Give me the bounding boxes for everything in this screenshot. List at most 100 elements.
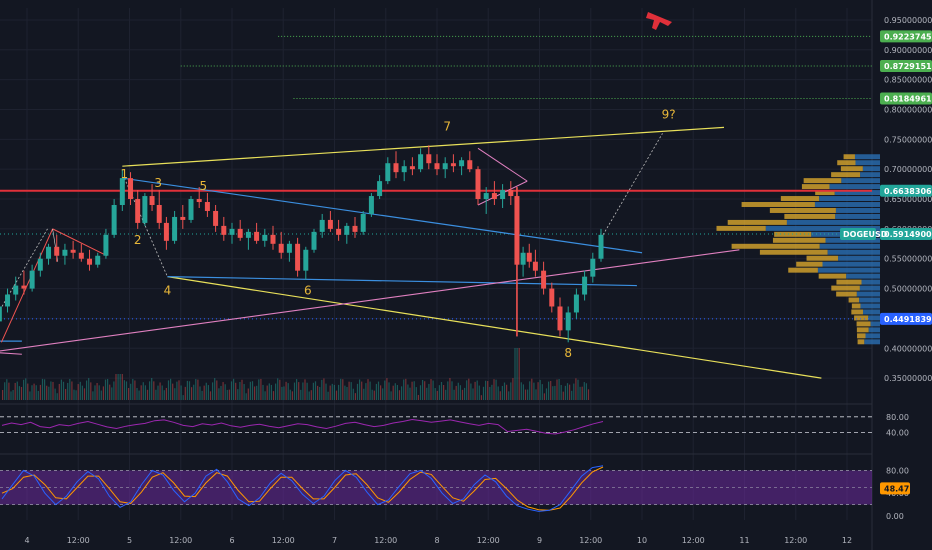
volume-bar <box>396 385 398 400</box>
volume-bar <box>228 389 230 400</box>
volume-bar <box>25 378 27 400</box>
volume-bar <box>577 379 579 400</box>
volume-bar <box>346 386 348 400</box>
volume-bar <box>453 389 455 400</box>
candle-body <box>491 193 497 200</box>
vp-bar-down <box>870 321 880 327</box>
volume-bar <box>65 388 67 400</box>
candle-body <box>111 205 117 235</box>
vp-bar-up <box>780 196 820 202</box>
volume-bar <box>499 391 501 400</box>
volume-bar <box>466 380 468 400</box>
volume-bar <box>251 381 254 400</box>
symbol-tag-box <box>840 227 876 240</box>
volume-bar <box>249 381 251 400</box>
volume-bar <box>354 393 356 400</box>
candle-body <box>401 166 407 173</box>
vp-bar-up <box>796 261 823 267</box>
pink-short-line <box>0 352 22 355</box>
vp-bar-up <box>818 273 847 279</box>
triangle-line <box>0 228 54 343</box>
rsi-pane <box>0 416 872 435</box>
volume-bar <box>457 382 459 400</box>
blue-base-line <box>167 276 637 287</box>
volume-bar <box>438 385 440 400</box>
candle-body <box>119 178 125 205</box>
volume-bar <box>562 391 564 400</box>
volume-bar <box>132 378 134 400</box>
volume-bar <box>476 380 478 400</box>
candle-body <box>54 246 60 256</box>
volume-bar <box>226 389 228 400</box>
volume-bar <box>18 386 20 400</box>
volume-bar <box>312 382 314 400</box>
volume-bar <box>415 387 417 400</box>
volume-bar <box>54 388 56 400</box>
volume-bar <box>155 389 157 400</box>
candle-body <box>582 276 588 295</box>
volume-bar <box>270 384 272 400</box>
candle-body <box>156 205 162 223</box>
volume-bar <box>138 390 140 400</box>
volume-bar <box>550 380 552 400</box>
volume-bar <box>178 380 180 400</box>
vp-bar-up <box>741 202 815 207</box>
price-tag-box <box>880 227 932 240</box>
vp-bar-down <box>860 172 880 178</box>
candle-body <box>262 234 268 241</box>
volume-bar <box>430 379 432 400</box>
volume-bar <box>14 382 16 400</box>
volume-bar <box>520 382 522 400</box>
volume-bar <box>4 382 6 400</box>
candle-body <box>180 216 186 220</box>
volume-bar <box>245 393 247 400</box>
volume-bar <box>554 385 556 400</box>
volume-bar <box>201 390 203 400</box>
volume-bar <box>390 391 392 400</box>
price-tick: 0.70000000 <box>884 165 932 174</box>
volume-bar <box>113 381 115 400</box>
volume-bar <box>58 383 60 400</box>
rsi-tick: 80.00 <box>886 413 909 422</box>
volume-bar <box>401 386 403 400</box>
vp-bar-down <box>829 184 880 190</box>
candle-body <box>483 193 489 200</box>
volume-bar <box>119 374 121 400</box>
vp-bar-up <box>727 219 787 225</box>
volume-bar <box>69 378 71 400</box>
volume-bar <box>174 388 176 400</box>
vp-bar-up <box>769 207 836 213</box>
time-tick: 9 <box>537 536 542 545</box>
volume-bar <box>356 383 359 400</box>
volume-bar <box>165 387 167 400</box>
volume-bar <box>37 390 39 400</box>
volume-bar <box>329 385 331 400</box>
volume-bar <box>487 381 489 400</box>
volume-bar <box>585 383 587 400</box>
volume-bar <box>29 391 31 400</box>
volume-bar <box>73 389 75 400</box>
volume-bar <box>516 348 518 400</box>
vp-bar-down <box>819 243 880 249</box>
volume-bar <box>121 374 123 400</box>
vp-bar-up <box>837 160 856 166</box>
candle-body <box>270 234 276 244</box>
time-tick: 12:00 <box>477 536 500 545</box>
volume-bar <box>478 385 480 400</box>
stoch-k-line <box>1 465 604 512</box>
time-axis[interactable]: 4 12:00 5 12:00 6 12:00 7 12:00 8 12:00 9 12:00 10 12… <box>24 536 852 545</box>
volume-bar <box>432 380 434 400</box>
candle-body <box>237 228 243 238</box>
volume-bar <box>77 384 79 400</box>
volume-bar <box>529 381 531 400</box>
volume-bar <box>289 389 291 400</box>
volume-bar <box>199 386 201 400</box>
volume-bar <box>167 380 170 400</box>
volume-bar <box>50 381 52 400</box>
volume-bar <box>287 383 289 400</box>
price-tick: 0.80000000 <box>884 105 932 114</box>
volume-bar <box>365 383 367 400</box>
volume-bar <box>98 385 100 400</box>
